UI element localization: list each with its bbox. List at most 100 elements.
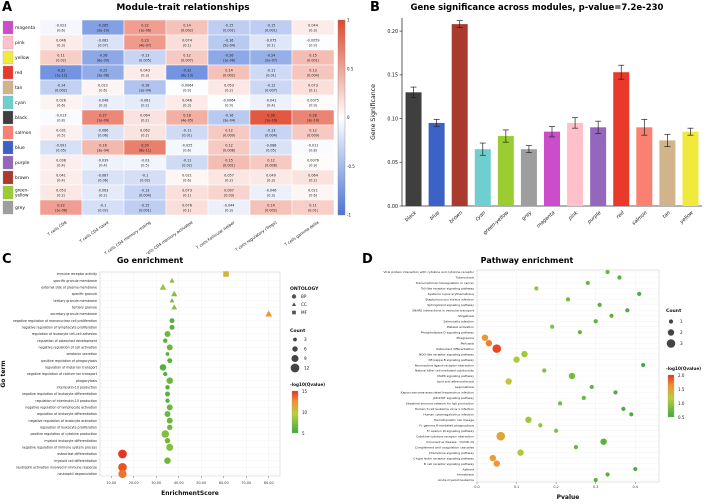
svg-text:T cells Follicular helper: T cells Follicular helper <box>194 220 236 251</box>
svg-text:Pvalue: Pvalue <box>557 494 580 501</box>
svg-text:-0.075: -0.075 <box>266 38 277 42</box>
svg-text:(0.002): (0.002) <box>223 73 236 77</box>
svg-text:0.2: 0.2 <box>553 485 558 489</box>
svg-text:cyan: cyan <box>474 210 487 222</box>
svg-text:Salmonella infection: Salmonella infection <box>443 319 474 323</box>
svg-text:regulation of osteoclast devel: regulation of osteoclast development <box>37 339 97 343</box>
svg-text:-0.15: -0.15 <box>225 23 234 27</box>
svg-text:magenta: magenta <box>15 25 35 31</box>
svg-text:specific granule membrane: specific granule membrane <box>53 279 97 283</box>
svg-text:blue: blue <box>429 210 441 222</box>
svg-text:Neuroactive ligand-receptor in: Neuroactive ligand-receptor interaction <box>415 363 474 367</box>
svg-text:(0.5): (0.5) <box>141 163 150 167</box>
svg-text:serotonin secretion: serotonin secretion <box>66 352 97 356</box>
svg-text:T cells CD8: T cells CD8 <box>46 219 68 237</box>
svg-text:0: 0 <box>347 115 350 120</box>
svg-text:Cytokine-cytokine receptor int: Cytokine-cytokine receptor interaction <box>416 434 474 438</box>
svg-text:Chemokine signaling pathway: Chemokine signaling pathway <box>429 451 474 455</box>
svg-text:-0.041: -0.041 <box>266 98 277 102</box>
svg-text:(0.008): (0.008) <box>223 148 236 152</box>
svg-text:(0.6): (0.6) <box>183 178 192 182</box>
panel-a-letter: A <box>2 0 13 15</box>
svg-text:Toll-like receptor signaling p: Toll-like receptor signaling pathway <box>420 287 474 291</box>
svg-text:0.22: 0.22 <box>57 203 65 207</box>
svg-text:(0.06): (0.06) <box>98 178 109 182</box>
svg-text:-0.13: -0.13 <box>141 188 150 192</box>
svg-text:(0.01): (0.01) <box>182 133 193 137</box>
svg-text:negative regulation of mononuc: negative regulation of mononuclear cell … <box>13 319 97 323</box>
svg-text:(8e-11): (8e-11) <box>139 148 152 152</box>
svg-text:0.14: 0.14 <box>183 23 191 27</box>
svg-text:-1: -1 <box>347 213 351 218</box>
svg-text:(1e-06): (1e-06) <box>55 208 68 212</box>
svg-text:(0.007): (0.007) <box>265 88 278 92</box>
svg-text:0.038: 0.038 <box>56 158 66 162</box>
svg-text:-0.14: -0.14 <box>57 83 66 87</box>
svg-text:black: black <box>404 209 419 223</box>
svg-text:Gene Significance: Gene Significance <box>370 84 377 140</box>
svg-text:0.15: 0.15 <box>225 158 233 162</box>
svg-text:-0.32: -0.32 <box>57 68 66 72</box>
svg-text:15: 15 <box>302 389 308 394</box>
svg-text:2: 2 <box>680 330 683 335</box>
svg-text:20.00: 20.00 <box>129 481 139 485</box>
svg-text:(0.9): (0.9) <box>309 163 318 167</box>
svg-text:0.041: 0.041 <box>56 173 66 177</box>
svg-text:regulation of metal ion transp: regulation of metal ion transport <box>45 366 98 370</box>
svg-text:0.20: 0.20 <box>387 29 398 35</box>
svg-text:10: 10 <box>302 410 308 415</box>
svg-text:brown: brown <box>448 210 464 225</box>
panel-c-go-enrichment: C Go enrichment 10.00 20.00 30.00 40.00 50.0… <box>0 252 362 504</box>
svg-text:0.0076: 0.0076 <box>307 158 319 162</box>
svg-text:(0.4): (0.4) <box>99 163 108 167</box>
svg-text:0.3: 0.3 <box>593 485 598 489</box>
svg-text:-0.048: -0.048 <box>98 98 109 102</box>
svg-text:12: 12 <box>304 366 310 371</box>
svg-text:negative regulation of leukocy: negative regulation of leukocyte activat… <box>29 419 97 423</box>
svg-text:Asthma: Asthma <box>463 467 475 471</box>
svg-text:Kaposi sarcoma-associated herp: Kaposi sarcoma-associated herpesvirus in… <box>401 391 474 395</box>
svg-text:(0.6): (0.6) <box>57 103 66 107</box>
svg-text:-0.0064: -0.0064 <box>222 98 235 102</box>
svg-text:Natural killer cell mediated c: Natural killer cell mediated cytotoxicit… <box>415 369 474 373</box>
svg-text:0.021: 0.021 <box>308 188 318 192</box>
svg-text:Tuberculosis: Tuberculosis <box>455 276 475 280</box>
svg-text:0.10: 0.10 <box>387 116 398 122</box>
svg-text:0.076: 0.076 <box>182 203 192 207</box>
svg-text:-0.25: -0.25 <box>99 68 108 72</box>
svg-text:0.5: 0.5 <box>678 415 685 420</box>
svg-text:phagocytosis: phagocytosis <box>76 379 97 383</box>
pathway-enrichment-dot-plot: 0.0 0.1 0.2 0.3 0.4 Viral protein interaction… <box>384 269 701 501</box>
svg-text:Phospholipase D signaling path: Phospholipase D signaling pathway <box>421 330 474 334</box>
svg-text:-0.18: -0.18 <box>141 83 150 87</box>
svg-text:(0.01): (0.01) <box>266 73 277 77</box>
svg-text:Shigellosis: Shigellosis <box>458 314 474 318</box>
svg-text:0.043: 0.043 <box>140 68 150 72</box>
svg-text:Acute myeloid leukemia: Acute myeloid leukemia <box>438 478 474 482</box>
svg-text:(2e-07): (2e-07) <box>265 58 278 62</box>
svg-text:(0.1): (0.1) <box>267 43 276 47</box>
svg-text:(8e-09): (8e-09) <box>97 58 110 62</box>
svg-text:0.12: 0.12 <box>309 128 317 132</box>
svg-text:(0.9): (0.9) <box>183 88 192 92</box>
svg-text:(0.2): (0.2) <box>57 193 66 197</box>
svg-text:-0.11: -0.11 <box>267 68 276 72</box>
svg-text:magenta: magenta <box>536 210 557 229</box>
svg-text:-0.086: -0.086 <box>98 128 109 132</box>
svg-text:0.053: 0.053 <box>56 188 66 192</box>
svg-text:(0.2): (0.2) <box>141 118 150 122</box>
svg-text:(3e-04): (3e-04) <box>97 148 110 152</box>
svg-text:(0.001): (0.001) <box>307 58 320 62</box>
svg-text:70.00: 70.00 <box>241 481 251 485</box>
svg-text:yellow: yellow <box>15 55 30 61</box>
svg-text:Transcriptional misregulation: Transcriptional misregulation in cancer <box>415 281 475 285</box>
svg-text:Human cytomegalovirus infectio: Human cytomegalovirus infection <box>423 413 474 417</box>
svg-text:0.097: 0.097 <box>224 188 234 192</box>
svg-text:-log10(Qvalue): -log10(Qvalue) <box>290 382 325 387</box>
svg-text:0.031: 0.031 <box>56 128 66 132</box>
svg-text:(3e-10): (3e-10) <box>307 118 320 122</box>
svg-text:(0.03): (0.03) <box>224 193 235 197</box>
svg-text:-0.03: -0.03 <box>141 158 150 162</box>
svg-text:80.00: 80.00 <box>264 481 274 485</box>
